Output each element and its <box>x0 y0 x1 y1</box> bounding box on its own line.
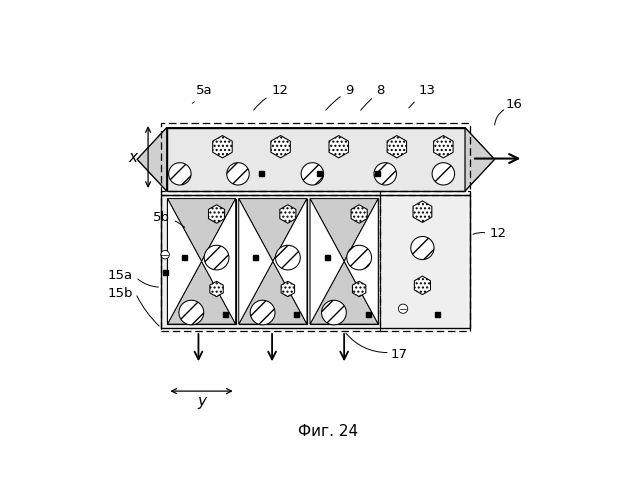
Bar <box>253 255 258 260</box>
Text: 15b: 15b <box>107 287 132 300</box>
Text: 17: 17 <box>390 348 408 362</box>
Text: 15a: 15a <box>107 269 132 282</box>
Polygon shape <box>414 276 431 294</box>
Polygon shape <box>167 262 236 324</box>
Polygon shape <box>210 282 223 296</box>
Polygon shape <box>167 198 236 262</box>
Polygon shape <box>344 198 378 324</box>
Polygon shape <box>413 201 432 222</box>
Text: Фиг. 24: Фиг. 24 <box>298 424 358 438</box>
Circle shape <box>179 300 204 325</box>
Circle shape <box>204 246 229 270</box>
Polygon shape <box>329 136 348 158</box>
Circle shape <box>275 246 300 270</box>
Polygon shape <box>271 136 290 158</box>
Text: 5a: 5a <box>192 84 212 103</box>
Polygon shape <box>353 282 366 296</box>
Circle shape <box>411 236 434 260</box>
Polygon shape <box>310 198 344 324</box>
Polygon shape <box>137 128 495 191</box>
Circle shape <box>398 304 408 314</box>
Text: 12: 12 <box>489 227 506 240</box>
Text: 5b: 5b <box>153 212 185 228</box>
Polygon shape <box>239 262 307 324</box>
Bar <box>380 191 470 331</box>
Polygon shape <box>310 198 378 262</box>
Polygon shape <box>310 262 378 324</box>
Bar <box>259 172 264 176</box>
Circle shape <box>374 162 396 185</box>
Text: x: x <box>128 150 137 164</box>
Bar <box>310 198 378 324</box>
Bar <box>375 172 380 176</box>
Text: 9: 9 <box>326 84 354 110</box>
Text: 8: 8 <box>360 84 385 110</box>
Bar <box>167 198 236 324</box>
Bar <box>325 255 330 260</box>
Circle shape <box>250 300 275 325</box>
Bar <box>223 312 228 318</box>
Polygon shape <box>273 198 307 324</box>
Polygon shape <box>281 282 295 296</box>
Polygon shape <box>465 128 495 191</box>
Polygon shape <box>239 198 307 262</box>
Bar <box>167 128 465 191</box>
Bar <box>161 194 470 328</box>
Bar <box>294 312 299 318</box>
Polygon shape <box>351 205 367 223</box>
Circle shape <box>432 162 454 185</box>
Polygon shape <box>280 205 296 223</box>
Circle shape <box>301 162 323 185</box>
Polygon shape <box>208 205 224 223</box>
Polygon shape <box>167 198 201 324</box>
Circle shape <box>169 162 191 185</box>
Polygon shape <box>201 198 236 324</box>
Bar <box>239 198 307 324</box>
Bar <box>317 172 322 176</box>
Circle shape <box>227 162 249 185</box>
Circle shape <box>161 250 169 259</box>
Bar <box>161 191 380 331</box>
Bar <box>182 255 187 260</box>
Text: 13: 13 <box>409 84 436 108</box>
Polygon shape <box>239 198 273 324</box>
Polygon shape <box>213 136 232 158</box>
Bar <box>366 312 371 318</box>
Text: 16: 16 <box>505 98 522 111</box>
Text: 12: 12 <box>254 84 288 110</box>
Bar <box>435 312 440 316</box>
Circle shape <box>321 300 346 325</box>
Polygon shape <box>137 128 167 191</box>
Bar <box>162 270 167 274</box>
Polygon shape <box>387 136 406 158</box>
Circle shape <box>347 246 371 270</box>
Polygon shape <box>434 136 453 158</box>
Text: y: y <box>197 394 206 408</box>
Bar <box>161 123 470 194</box>
